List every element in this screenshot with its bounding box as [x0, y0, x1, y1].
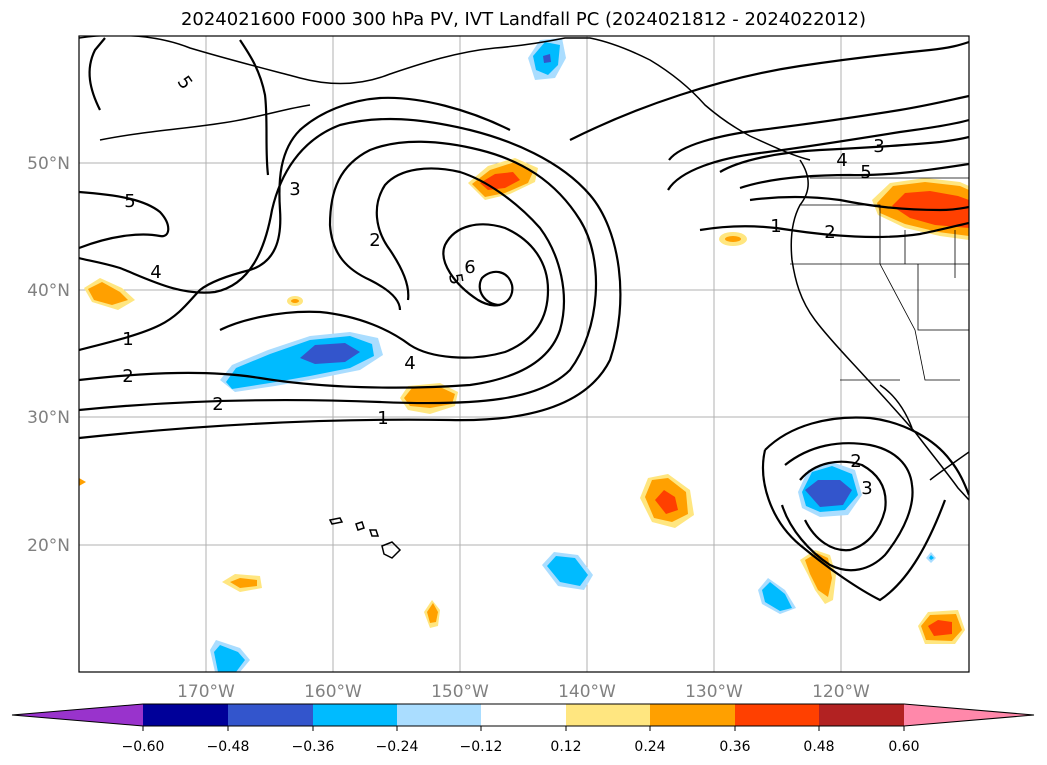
contour-label: 5 — [444, 272, 467, 287]
colorbar-tick-label: 0.60 — [888, 739, 919, 755]
contour-line — [719, 135, 969, 173]
longitude-labels: 170°W 160°W 150°W 140°W 130°W 120°W — [177, 682, 870, 702]
contour-label: 1 — [377, 408, 388, 429]
colorbar-bin — [735, 704, 819, 726]
political-borders — [790, 177, 969, 381]
contour-label: 1 — [122, 329, 133, 350]
latitude-labels: 50°N 40°N 30°N 20°N — [27, 154, 70, 556]
lon-label: 130°W — [685, 682, 743, 702]
contour-label: 2 — [824, 222, 835, 243]
coastline — [79, 36, 969, 501]
ivt-contours — [79, 37, 969, 602]
contour-label: 3 — [289, 179, 300, 200]
contour-label: 1 — [770, 216, 781, 237]
contour-line — [88, 37, 106, 111]
contour-label: 2 — [850, 451, 861, 472]
colorbar-tick-label: 0.12 — [550, 739, 581, 755]
contour-label: 5 — [860, 162, 871, 183]
contour-line — [761, 416, 969, 602]
colorbar-tick-label: 0.24 — [634, 739, 665, 755]
colorbar-bin — [819, 704, 904, 726]
contour-label: 2 — [369, 230, 380, 251]
contour-labels: 5 5 4 3 2 1 2 6 5 4 2 1 1 2 4 3 5 2 3 — [122, 72, 884, 499]
lon-label: 160°W — [304, 682, 362, 702]
contour-line — [79, 96, 511, 352]
contour-label: 4 — [150, 262, 161, 283]
lon-label: 150°W — [431, 682, 489, 702]
graticule — [79, 36, 969, 672]
map-title: 2024021600 F000 300 hPa PV, IVT Landfall… — [180, 9, 867, 30]
contour-line — [79, 140, 598, 412]
contour-line — [219, 223, 550, 359]
contour-line — [79, 167, 566, 389]
colorbar-tick-label: 0.48 — [803, 739, 834, 755]
colorbar-bin — [143, 704, 228, 726]
lat-label: 40°N — [27, 281, 70, 301]
contour-line — [799, 460, 887, 552]
colorbar-bin — [566, 704, 650, 726]
contour-line — [79, 190, 170, 250]
lon-label: 140°W — [558, 682, 616, 702]
colorbar-tick-label: −0.36 — [292, 739, 335, 755]
colorbar-bin — [313, 704, 397, 726]
contour-label: 2 — [212, 394, 223, 415]
hawaii-islands — [328, 517, 402, 559]
map-frame — [78, 35, 970, 673]
pv-shading — [79, 38, 969, 672]
lat-label: 30°N — [27, 408, 70, 428]
colorbar-tick-label: 0.36 — [719, 739, 750, 755]
colorbar-extend-min — [12, 704, 143, 726]
colorbar-tick-label: −0.60 — [122, 739, 165, 755]
contour-line — [79, 117, 622, 440]
lon-label: 120°W — [812, 682, 870, 702]
contour-label: 4 — [836, 150, 847, 171]
contour-line — [749, 195, 969, 212]
contour-line — [667, 118, 969, 191]
map-area: 5 5 4 3 2 1 2 6 5 4 2 1 1 2 4 3 5 2 3 — [79, 36, 969, 672]
colorbar-extend-max — [904, 704, 1034, 726]
lat-label: 50°N — [27, 154, 70, 174]
colorbar-bin — [481, 704, 566, 726]
colorbar-bin — [228, 704, 313, 726]
colorbar-ticks: −0.60 −0.48 −0.36 −0.24 −0.12 0.12 0.24 … — [122, 739, 920, 755]
contour-label: 4 — [404, 353, 415, 374]
colorbar-tick-label: −0.12 — [460, 739, 503, 755]
contour-line — [780, 442, 914, 572]
colorbar: −0.60 −0.48 −0.36 −0.24 −0.12 0.12 0.24 … — [11, 703, 1035, 755]
contour-label: 5 — [124, 191, 135, 212]
contour-label: 2 — [122, 366, 133, 387]
contour-label: 3 — [873, 136, 884, 157]
colorbar-tick-label: −0.48 — [207, 739, 250, 755]
contour-label: 6 — [464, 257, 475, 278]
lon-label: 170°W — [177, 682, 235, 702]
contour-line — [699, 221, 969, 239]
colorbar-bin — [397, 704, 481, 726]
contour-line — [668, 94, 969, 161]
contour-label: 3 — [861, 478, 872, 499]
lat-label: 20°N — [27, 536, 70, 556]
colorbar-bin — [650, 704, 735, 726]
contour-line — [569, 40, 969, 141]
contour-line — [239, 39, 270, 176]
colorbar-tick-label: −0.24 — [376, 739, 419, 755]
contour-label: 5 — [173, 72, 197, 93]
contour-line — [739, 162, 969, 190]
